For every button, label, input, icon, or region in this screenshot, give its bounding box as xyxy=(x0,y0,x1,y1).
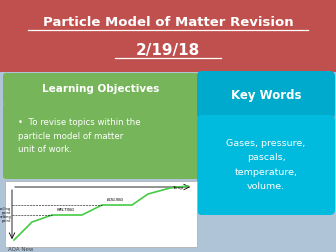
Text: AQA New: AQA New xyxy=(8,246,33,251)
Text: Temp: Temp xyxy=(172,186,183,190)
FancyBboxPatch shape xyxy=(3,103,199,179)
FancyBboxPatch shape xyxy=(5,181,197,247)
FancyBboxPatch shape xyxy=(197,115,335,215)
FancyBboxPatch shape xyxy=(0,0,336,72)
Text: MELTING: MELTING xyxy=(57,208,75,212)
Text: Particle Model of Matter Revision: Particle Model of Matter Revision xyxy=(43,16,293,28)
Text: 2/19/18: 2/19/18 xyxy=(136,43,200,57)
FancyBboxPatch shape xyxy=(3,73,199,105)
Text: •  To revise topics within the
particle model of matter
unit of work.: • To revise topics within the particle m… xyxy=(18,118,141,154)
Text: BOILING: BOILING xyxy=(107,198,124,202)
Text: Key Words: Key Words xyxy=(231,88,301,102)
Text: boiling
point: boiling point xyxy=(0,207,11,215)
Text: Learning Objectives: Learning Objectives xyxy=(42,84,160,94)
FancyBboxPatch shape xyxy=(197,71,335,119)
Text: melting
point: melting point xyxy=(0,215,11,223)
Text: Gases, pressure,
pascals,
temperature,
volume.: Gases, pressure, pascals, temperature, v… xyxy=(226,139,306,192)
